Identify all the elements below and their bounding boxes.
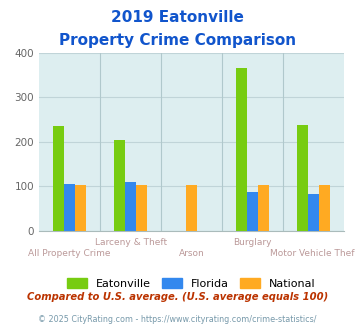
Text: All Property Crime: All Property Crime	[28, 249, 111, 258]
Bar	[247, 192, 258, 231]
Text: Motor Vehicle Theft: Motor Vehicle Theft	[270, 249, 355, 258]
Bar	[125, 182, 136, 231]
Text: Larceny & Theft: Larceny & Theft	[94, 238, 167, 247]
Bar	[64, 184, 75, 231]
Text: © 2025 CityRating.com - https://www.cityrating.com/crime-statistics/: © 2025 CityRating.com - https://www.city…	[38, 315, 317, 324]
Bar	[75, 185, 86, 231]
Text: Arson: Arson	[179, 249, 204, 258]
Text: Burglary: Burglary	[234, 238, 272, 247]
Bar	[236, 68, 247, 231]
Bar	[308, 194, 319, 231]
Bar	[186, 185, 197, 231]
Text: Property Crime Comparison: Property Crime Comparison	[59, 33, 296, 48]
Text: Compared to U.S. average. (U.S. average equals 100): Compared to U.S. average. (U.S. average …	[27, 292, 328, 302]
Bar	[53, 126, 64, 231]
Legend: Eatonville, Florida, National: Eatonville, Florida, National	[63, 273, 321, 293]
Bar	[136, 185, 147, 231]
Bar	[297, 125, 308, 231]
Bar	[319, 185, 330, 231]
Bar	[258, 185, 269, 231]
Bar	[114, 140, 125, 231]
Text: 2019 Eatonville: 2019 Eatonville	[111, 10, 244, 25]
